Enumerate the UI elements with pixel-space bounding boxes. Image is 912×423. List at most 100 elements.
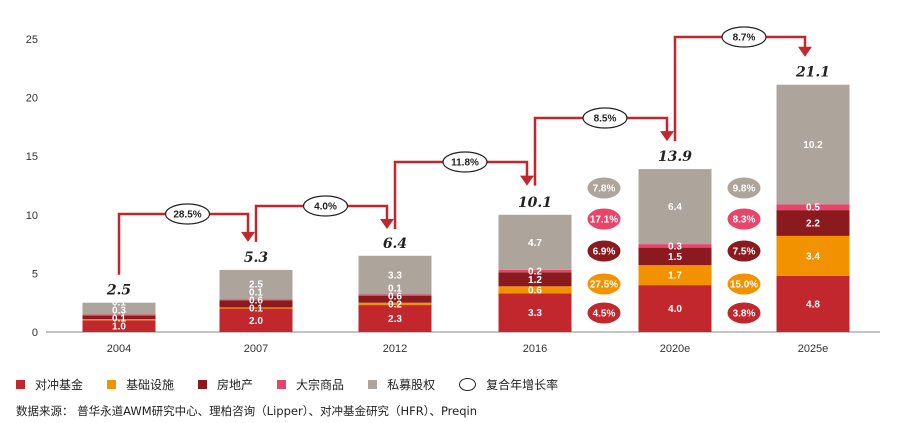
bar-2007-series-3 xyxy=(219,299,293,301)
total-label-2020e: 13.9 xyxy=(658,149,692,165)
legend-swatch-real-estate xyxy=(198,380,208,389)
bar-2004-series-0 xyxy=(82,320,156,332)
data-label-2025e-series-1: 3.4 xyxy=(806,251,820,262)
stacked-bar-chart: 05101520251.00.10.30.11.02.520042.00.10.… xyxy=(26,26,880,355)
legend-label-cagr: 复合年增长率 xyxy=(486,378,559,392)
segment-cagr-bubble-1-2 xyxy=(726,239,762,263)
bar-2020e-series-1 xyxy=(638,265,712,286)
data-label-2016-series-1: 0.6 xyxy=(528,285,542,296)
bar-2020e-series-2 xyxy=(638,247,712,266)
data-label-2016-series-0: 3.3 xyxy=(528,308,542,319)
legend-swatch-hedge-funds xyxy=(16,380,25,389)
bar-2016-series-0 xyxy=(498,293,572,332)
legend-item-cagr: 复合年增长率 xyxy=(459,376,558,393)
bar-2012-series-4 xyxy=(358,255,432,295)
bar-2020e-series-3 xyxy=(638,244,712,248)
x-tick-label-2012: 2012 xyxy=(383,343,407,355)
bar-2020e-series-0 xyxy=(638,285,712,332)
segment-cagr-bubble-1-0 xyxy=(726,176,762,200)
data-label-2020e-series-2: 1.5 xyxy=(668,252,682,263)
data-label-2004-series-2: 0.3 xyxy=(112,306,126,317)
x-tick-label-2020e: 2020e xyxy=(660,343,691,355)
data-label-2004-series-1: 0.1 xyxy=(112,314,126,325)
legend-label-real-estate: 房地产 xyxy=(217,378,254,392)
segment-cagr-label-1-2: 7.5% xyxy=(733,247,756,258)
legend-item-hedge-funds: 对冲基金 xyxy=(16,376,83,393)
segment-cagr-bubble-1-4 xyxy=(726,301,762,325)
data-label-2020e-series-1: 1.7 xyxy=(668,271,682,282)
legend-item-real-estate: 房地产 xyxy=(198,376,253,393)
cagr-bubble-4 xyxy=(721,26,767,48)
bar-2016-series-3 xyxy=(498,269,572,273)
bar-2007-series-1 xyxy=(219,307,293,309)
cagr-ring-icon xyxy=(459,378,477,391)
y-tick-label-10: 10 xyxy=(26,210,38,222)
legend-item-commodities: 大宗商品 xyxy=(277,376,344,393)
bar-2025e-series-0 xyxy=(776,275,850,332)
bar-2025e-series-4 xyxy=(776,84,850,205)
data-label-2025e-series-2: 2.2 xyxy=(806,219,820,230)
legend-label-commodities: 大宗商品 xyxy=(296,378,345,392)
cagr-bubble-2 xyxy=(442,151,488,173)
segment-cagr-bubble-0-2 xyxy=(586,239,622,263)
x-tick-label-2007: 2007 xyxy=(244,343,268,355)
cagr-bubble-0 xyxy=(164,203,211,225)
x-tick-label-2004: 2004 xyxy=(107,343,131,355)
data-label-2025e-series-4: 10.2 xyxy=(803,140,823,151)
legend: 对冲基金 基础设施 房地产 大宗商品 私募股权 复合年增长率 xyxy=(16,376,582,393)
y-tick-label-25: 25 xyxy=(26,34,38,46)
legend-swatch-infrastructure xyxy=(107,380,117,389)
bar-2004-series-1 xyxy=(82,319,156,321)
segment-cagr-bubble-0-4 xyxy=(586,301,622,325)
total-label-2012: 6.4 xyxy=(383,236,407,252)
bar-2025e-series-2 xyxy=(776,210,850,236)
legend-label-private-equity: 私募股权 xyxy=(387,378,436,392)
cagr-label-4: 8.7% xyxy=(733,33,756,44)
segment-cagr-label-0-0: 7.8% xyxy=(593,184,616,195)
data-label-2007-series-0: 2.0 xyxy=(249,316,263,327)
cagr-label-1: 4.0% xyxy=(314,202,337,213)
cagr-arrowhead-1 xyxy=(380,218,394,229)
legend-swatch-commodities xyxy=(277,380,287,389)
data-label-2020e-series-4: 6.4 xyxy=(668,202,682,213)
cagr-arrowhead-2 xyxy=(520,175,534,186)
segment-cagr-bubble-1-1 xyxy=(726,207,762,231)
segment-cagr-label-1-3: 15.0% xyxy=(730,280,758,291)
bar-2016-series-1 xyxy=(498,286,572,294)
data-label-2004-series-4: 1.0 xyxy=(112,290,126,301)
total-label-2025e: 21.1 xyxy=(795,65,830,81)
data-label-2016-series-3: 0.2 xyxy=(528,267,542,278)
legend-label-hedge-funds: 对冲基金 xyxy=(35,378,84,392)
y-tick-label-0: 0 xyxy=(32,327,38,339)
cagr-arrowhead-0 xyxy=(241,231,255,242)
bar-2007-series-2 xyxy=(219,300,293,308)
total-label-2007: 5.3 xyxy=(244,250,269,266)
segment-cagr-bubble-0-1 xyxy=(586,207,622,231)
total-label-2004: 2.5 xyxy=(106,283,131,299)
segment-cagr-label-0-3: 27.5% xyxy=(590,280,618,291)
cagr-bubble-3 xyxy=(582,107,628,129)
data-label-2025e-series-3: 0.5 xyxy=(806,203,820,214)
y-tick-label-20: 20 xyxy=(26,93,38,105)
bar-2004-series-2 xyxy=(82,315,156,320)
cagr-bubble-1 xyxy=(302,195,349,217)
source-note: 数据来源： 普华永道AWM研究中心、理柏咨询（Lipper）、对冲基金研究（HF… xyxy=(16,404,478,418)
data-label-2007-series-3: 0.1 xyxy=(249,287,263,298)
cagr-label-2: 11.8% xyxy=(451,158,479,169)
legend-label-infrastructure: 基础设施 xyxy=(126,378,175,392)
bar-2012-series-1 xyxy=(358,302,432,306)
cagr-label-3: 8.5% xyxy=(594,114,617,125)
x-tick-label-2025e: 2025e xyxy=(798,343,829,355)
y-tick-label-15: 15 xyxy=(26,151,38,163)
cagr-arrowhead-3 xyxy=(660,131,674,142)
bar-2020e-series-4 xyxy=(638,169,712,245)
data-label-2016-series-4: 4.7 xyxy=(528,238,542,249)
data-label-2007-series-4: 2.5 xyxy=(249,279,263,290)
data-label-2012-series-1: 0.2 xyxy=(388,299,402,310)
bar-2012-series-0 xyxy=(358,305,432,332)
segment-cagr-label-1-1: 8.3% xyxy=(733,215,756,226)
bar-2012-series-3 xyxy=(358,294,432,296)
x-tick-label-2016: 2016 xyxy=(523,343,547,355)
segment-cagr-bubble-0-0 xyxy=(586,176,622,200)
bar-2012-series-2 xyxy=(358,295,432,303)
